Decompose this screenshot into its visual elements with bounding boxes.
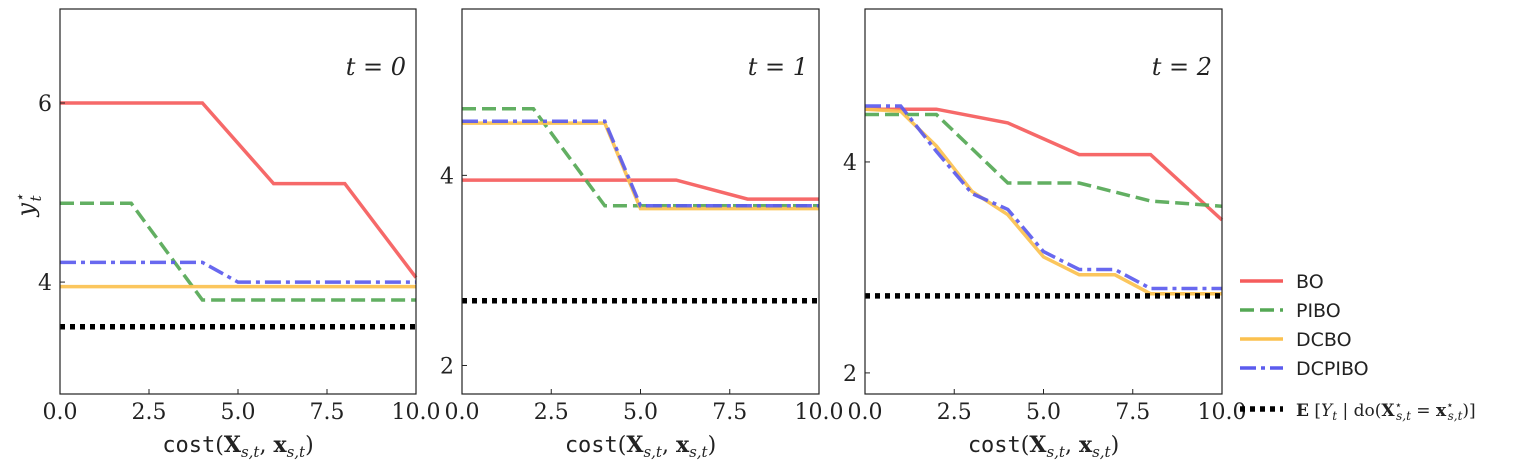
x-axis-label: cost(Xs,t, xs,t) [565, 432, 716, 461]
legend-label: PIBO [1296, 300, 1341, 322]
legend-label: DCBO [1296, 329, 1352, 351]
legend: BO PIBO DCBO DCPIBO E [Yt | do(X⋆ s,t = x⋆ s,t… [1240, 271, 1476, 423]
x-tick-label: 5.0 [623, 400, 658, 425]
series-line-pibo [462, 107, 819, 208]
legend-item: E [Yt | do(X⋆ s,t = x⋆ s,t)] [1240, 398, 1476, 423]
panel-annotation: t = 2 [1152, 53, 1212, 81]
y-tick-label: 4 [440, 164, 454, 189]
series-line-bo [462, 178, 819, 201]
panel-t=0: 0.0 2.5 5.0 7.5 10.0 4 6 t = 0 cost(Xs,t, xs,t) y… [11, 8, 441, 461]
x-tick-label: 10.0 [1198, 400, 1247, 425]
x-tick-label: 2.5 [534, 400, 569, 425]
series-line-dcpibo [462, 119, 819, 208]
x-tick-label: 0.0 [445, 400, 480, 425]
legend-label: BO [1296, 271, 1324, 293]
y-tick-label: 2 [843, 362, 857, 387]
y-tick-label: 4 [843, 151, 857, 176]
series-line-pibo [865, 112, 1223, 208]
panel-t=2: 0.0 2.5 5.0 7.5 10.0 2 4 t = 2 cost(Xs,t, xs,t) [843, 8, 1247, 461]
x-tick-label: 7.5 [1115, 400, 1150, 425]
x-axis-label: cost(Xs,t, xs,t) [162, 432, 313, 461]
legend-item: PIBO [1240, 300, 1341, 322]
legend-label: DCPIBO [1296, 358, 1369, 380]
series-line-dcbo [462, 121, 819, 211]
legend-item: DCBO [1240, 329, 1352, 351]
panel-t=1: 0.0 2.5 5.0 7.5 10.0 2 4 t = 1 cost(Xs,t, xs,t) [440, 8, 844, 461]
x-axis-label: cost(Xs,t, xs,t) [968, 432, 1119, 461]
x-tick-label: 7.5 [310, 400, 345, 425]
series-line-bo [865, 107, 1224, 222]
x-tick-label: 5.0 [1026, 400, 1061, 425]
y-tick-label: 6 [38, 92, 52, 117]
series-line-pibo [60, 201, 416, 302]
panel-annotation: t = 1 [748, 53, 808, 81]
y-tick-label: 4 [38, 271, 52, 296]
series-line-bo [60, 101, 418, 279]
x-tick-label: 0.0 [848, 400, 883, 425]
legend-label: E [Yt | do(X⋆ s,t = x⋆ s,t)] [1296, 398, 1476, 423]
x-tick-label: 10.0 [795, 400, 844, 425]
y-tick-label: 2 [440, 354, 454, 379]
panel-annotation: t = 0 [346, 53, 406, 81]
x-tick-label: 0.0 [43, 400, 78, 425]
x-tick-label: 2.5 [937, 400, 972, 425]
series-line-dcpibo [865, 104, 1222, 291]
y-axis-label: y⋆t [11, 194, 45, 218]
legend-item: BO [1240, 271, 1324, 293]
series-line-dcpibo [60, 260, 416, 284]
x-tick-label: 5.0 [221, 400, 256, 425]
legend-item: DCPIBO [1240, 358, 1369, 380]
x-tick-label: 2.5 [132, 400, 167, 425]
x-tick-label: 10.0 [392, 400, 441, 425]
x-tick-label: 7.5 [712, 400, 747, 425]
